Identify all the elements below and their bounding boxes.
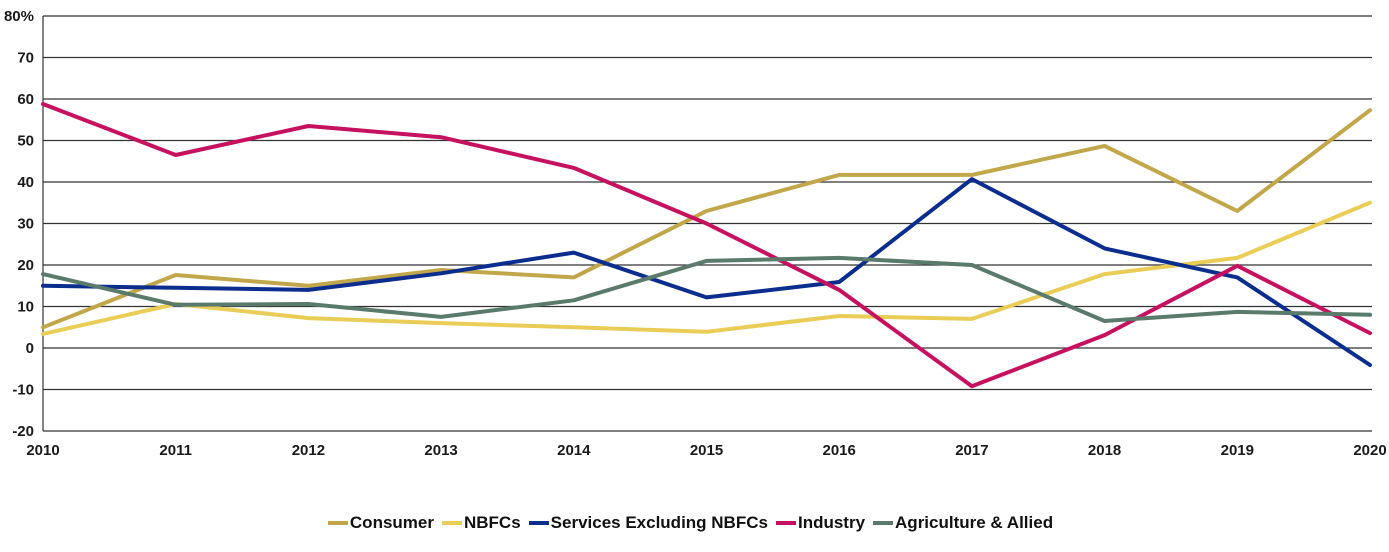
- x-tick-label: 2011: [159, 442, 192, 459]
- y-tick-label: 30: [17, 216, 34, 233]
- x-tick-label: 2016: [823, 442, 856, 459]
- legend-swatch: [441, 521, 462, 525]
- series-line-agriculture-allied: [41, 255, 1372, 323]
- x-axis-ticks: 2010 2011 2012 2013 2014 2015 2016 2017 2018 2019…: [26, 442, 1386, 459]
- legend-label: Services Excluding NBFCs: [550, 513, 768, 532]
- x-tick-label: 2015: [690, 442, 723, 459]
- legend-label: Consumer: [349, 513, 434, 532]
- x-tick-label: 2010: [26, 442, 59, 459]
- x-tick-label: 2012: [292, 442, 325, 459]
- x-tick-label: 2017: [955, 442, 988, 459]
- x-tick-label: 2018: [1088, 442, 1121, 459]
- series-lines: [41, 102, 1372, 389]
- y-tick-label: 40: [17, 174, 34, 191]
- y-tick-label: 0: [26, 340, 34, 357]
- legend-item: Agriculture & Allied: [873, 513, 1053, 533]
- legend-swatch: [775, 521, 796, 525]
- legend-item: Consumer: [327, 513, 434, 533]
- y-tick-label: 50: [17, 133, 34, 150]
- legend-label: Industry: [797, 513, 866, 532]
- series-line-nbfcs: [41, 200, 1372, 336]
- legend-label: NBFCs: [463, 513, 521, 532]
- legend: Consumer NBFCs Services Excluding NBFCs Ind…: [0, 513, 1389, 533]
- legend-item: Industry: [775, 513, 866, 533]
- y-tick-label: -20: [12, 423, 34, 440]
- legend-item: NBFCs: [441, 513, 521, 533]
- legend-swatch: [327, 521, 348, 525]
- legend-item: Services Excluding NBFCs: [528, 513, 768, 533]
- x-tick-label: 2020: [1353, 442, 1386, 459]
- y-tick-label: 60: [17, 91, 34, 108]
- y-tick-label: 20: [17, 257, 34, 274]
- series-line-industry: [41, 102, 1372, 389]
- y-tick-label: 10: [17, 299, 34, 316]
- x-tick-label: 2013: [424, 442, 457, 459]
- series-line-consumer: [41, 108, 1372, 330]
- legend-swatch: [528, 521, 549, 525]
- x-tick-label: 2014: [557, 442, 591, 459]
- y-tick-label: -10: [12, 382, 34, 399]
- legend-swatch: [873, 521, 894, 525]
- legend-label: Agriculture & Allied: [895, 513, 1054, 532]
- series-line-services-excluding-nbfcs: [41, 177, 1372, 367]
- y-tick-label: 70: [17, 50, 34, 67]
- y-tick-label: 80%: [4, 8, 34, 25]
- y-axis-ticks: -20 -10 0 10 20 30 40 50 60 70 80%: [4, 8, 34, 440]
- x-tick-label: 2019: [1221, 442, 1254, 459]
